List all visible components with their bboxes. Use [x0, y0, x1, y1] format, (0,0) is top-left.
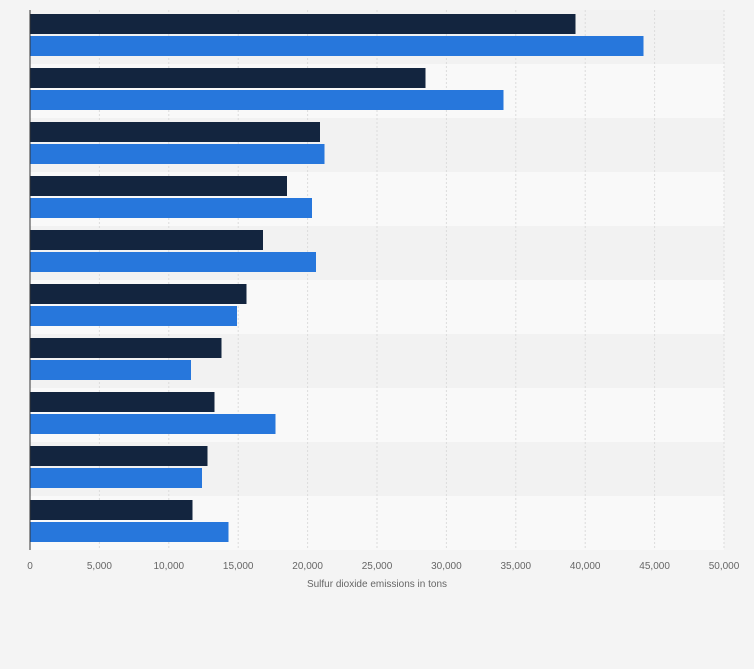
x-axis-title: Sulfur dioxide emissions in tons — [307, 579, 447, 590]
x-tick-label: 25,000 — [362, 561, 393, 572]
bar-series-2[interactable] — [30, 414, 276, 434]
bar-series-2[interactable] — [30, 468, 203, 488]
bar-series-1[interactable] — [30, 284, 247, 304]
bar-series-1[interactable] — [30, 338, 222, 358]
bar-series-2[interactable] — [30, 36, 644, 56]
bar-series-2[interactable] — [30, 252, 316, 272]
bar-series-1[interactable] — [30, 122, 321, 142]
bar-series-1[interactable] — [30, 392, 215, 412]
bar-series-2[interactable] — [30, 198, 312, 218]
x-tick-label: 45,000 — [639, 561, 670, 572]
x-tick-label: 0 — [27, 561, 33, 572]
x-axis-tick-labels: 0 5,000 10,000 15,000 20,000 25,000 30,000 35,0… — [27, 561, 740, 572]
bar-series-1[interactable] — [30, 68, 426, 88]
x-tick-label: 20,000 — [292, 561, 323, 572]
x-tick-label: 10,000 — [154, 561, 185, 572]
bar-series-1[interactable] — [30, 176, 287, 196]
bar-series-1[interactable] — [30, 230, 264, 250]
x-tick-label: 30,000 — [431, 561, 462, 572]
bar-series-1[interactable] — [30, 500, 193, 520]
bar-series-1[interactable] — [30, 446, 208, 466]
bar-series-1[interactable] — [30, 14, 576, 34]
bar-series-2[interactable] — [30, 90, 504, 110]
x-tick-label: 50,000 — [709, 561, 740, 572]
bar-series-2[interactable] — [30, 306, 237, 326]
bar-series-2[interactable] — [30, 522, 229, 542]
x-tick-label: 5,000 — [87, 561, 112, 572]
x-tick-label: 35,000 — [501, 561, 532, 572]
bars — [30, 14, 644, 542]
x-tick-label: 15,000 — [223, 561, 254, 572]
x-tick-label: 40,000 — [570, 561, 601, 572]
bar-series-2[interactable] — [30, 144, 325, 164]
bar-series-2[interactable] — [30, 360, 192, 380]
